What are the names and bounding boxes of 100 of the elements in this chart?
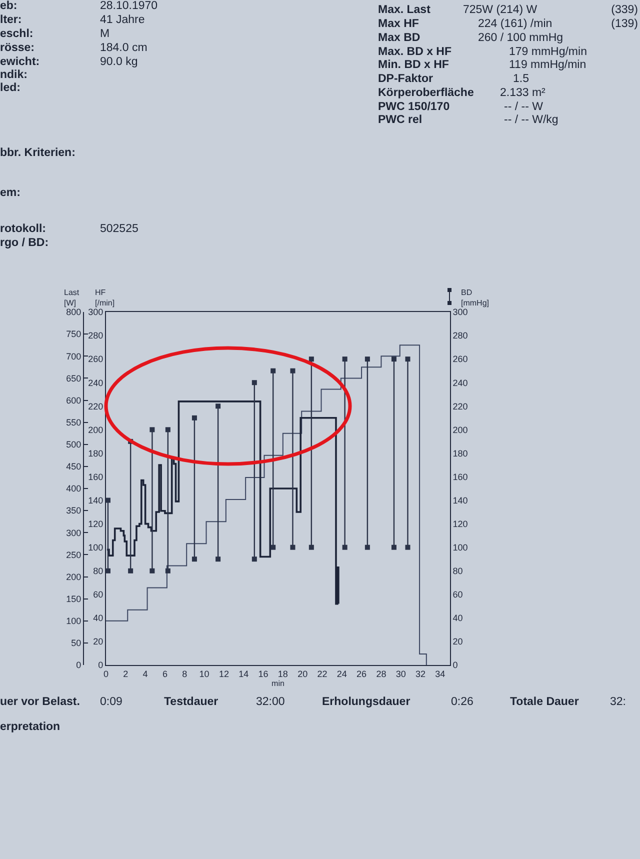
point: [290, 368, 296, 374]
y-tick-label: 200: [66, 572, 82, 582]
point: [290, 544, 296, 550]
y-tick-label: 500: [66, 440, 82, 450]
x-tick-label: 26: [356, 668, 367, 679]
text: (339): [611, 3, 638, 17]
text: eschl:: [0, 27, 34, 41]
y-tick-label: 650: [66, 373, 82, 384]
text: bbr. Kriterien:: [0, 146, 76, 160]
point: [308, 356, 314, 362]
x-tick-label: 28: [376, 668, 386, 679]
y-tick-label: 750: [66, 329, 82, 340]
text: -- / -- W/kg: [504, 113, 558, 127]
y2-tick-label: 0: [98, 660, 104, 670]
y3-axis-title: BD [mmHg]: [461, 288, 489, 308]
y3-tick-label: 160: [452, 472, 468, 482]
text: 119 mmHg/min: [509, 58, 586, 72]
text: Max. Last: [378, 3, 430, 17]
text: 725W (214) W: [463, 3, 538, 17]
text: Totale Dauer: [510, 695, 579, 709]
point: [216, 404, 221, 409]
y2-tick-label: 80: [93, 566, 104, 576]
y3-tick-label: 200: [452, 424, 468, 435]
y3-tick-label: 260: [452, 354, 468, 364]
y2-tick-label: 140: [88, 495, 104, 506]
point: [252, 380, 257, 386]
y3-tick-label: 120: [452, 518, 468, 529]
text: Min. BD x HF: [378, 58, 449, 72]
text: 0:09: [100, 695, 122, 709]
text: 90.0 kg: [100, 55, 138, 69]
x-tick-label: 6: [162, 668, 168, 679]
x-axis-title: min: [272, 678, 284, 688]
point: [165, 427, 170, 432]
y2-tick-label: 260: [88, 354, 104, 364]
point: [192, 556, 197, 562]
point: [405, 544, 410, 550]
y3-tick-label: 220: [452, 401, 468, 412]
point: [165, 568, 170, 574]
x-tick-label: 12: [218, 668, 229, 679]
point: [150, 568, 155, 574]
point: [216, 556, 221, 562]
y-tick-label: 700: [66, 351, 82, 362]
y2-axis-title: HF [/min]: [95, 288, 115, 308]
text: 0:26: [451, 695, 474, 709]
text: erpretation: [0, 720, 60, 734]
y2-tick-label: 200: [88, 424, 104, 435]
y3-tick-label: 40: [452, 613, 463, 624]
y2-tick-label: 220: [88, 401, 104, 412]
text: rösse:: [0, 41, 35, 55]
text: rgo / BD:: [0, 236, 49, 250]
y2-tick-label: 100: [88, 542, 104, 552]
y-axis-title: Last [W]: [64, 288, 80, 308]
point: [192, 415, 197, 420]
text: 32:00: [256, 695, 285, 709]
y3-tick-label: 60: [452, 590, 463, 600]
y3-tick-label: 140: [452, 495, 468, 506]
point: [128, 568, 134, 574]
y-tick-label: 350: [66, 506, 82, 516]
text: lter:: [0, 13, 22, 27]
y2-tick-label: 240: [88, 378, 104, 388]
y3-tick-label: 0: [452, 660, 458, 670]
text: Max BD: [378, 31, 420, 45]
y-tick-label: 600: [66, 395, 82, 406]
x-tick-label: 2: [123, 668, 128, 679]
x-tick-label: 16: [258, 668, 268, 679]
y3-tick-label: 100: [452, 542, 468, 552]
point: [270, 544, 276, 550]
y2-tick-label: 20: [93, 636, 104, 647]
y-tick-label: 800: [66, 307, 82, 318]
x-tick-label: 24: [336, 668, 347, 679]
y2-tick-label: 160: [88, 472, 104, 482]
y3-tick-label: 80: [452, 566, 463, 576]
y-tick-label: 150: [66, 594, 82, 604]
x-tick-label: 4: [142, 668, 148, 679]
y2-tick-label: 180: [88, 448, 104, 458]
text: 32:: [610, 695, 626, 709]
text: PWC 150/170: [378, 100, 450, 114]
text: 502525: [100, 222, 138, 236]
x-tick-label: 18: [278, 668, 288, 679]
y3-tick-label: 240: [452, 378, 468, 388]
text: Max HF: [378, 17, 419, 31]
y2-tick-label: 120: [88, 518, 104, 529]
y2-tick-label: 60: [93, 590, 104, 600]
y2-tick-label: 300: [88, 307, 104, 318]
text: -- / -- W: [504, 100, 543, 114]
text: (139): [611, 17, 638, 31]
text: ewicht:: [0, 55, 40, 69]
text: Max. BD x HF: [378, 45, 452, 59]
y3-tick-label: 300: [452, 307, 468, 318]
text: 1.5: [513, 72, 529, 86]
point: [106, 498, 110, 503]
point: [364, 356, 370, 362]
text: M: [100, 27, 110, 41]
text: 179 mmHg/min: [509, 45, 587, 59]
text: Körperoberfläche: [378, 86, 474, 100]
text: 260 / 100 mmHg: [478, 31, 564, 45]
point: [270, 368, 276, 374]
point: [405, 356, 410, 362]
text: 224 (161) /min: [478, 17, 552, 31]
y-tick-label: 0: [76, 660, 82, 670]
